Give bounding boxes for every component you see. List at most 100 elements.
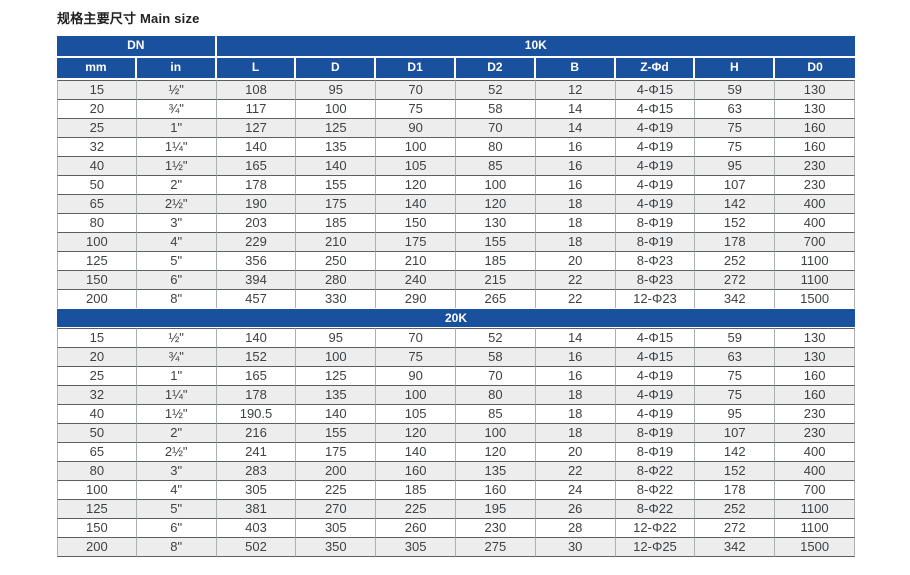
cell: 230 <box>775 423 855 442</box>
table-row: 125 5" 356 250 210 185 20 8-Φ23 252 1100 <box>57 251 855 270</box>
cell: 130 <box>775 328 855 347</box>
cell: 135 <box>296 137 377 156</box>
cell: 155 <box>296 423 377 442</box>
cell: 216 <box>216 423 297 442</box>
cell: 2" <box>136 423 217 442</box>
cell: 70 <box>455 366 536 385</box>
cell: 5" <box>136 251 217 270</box>
table-row: 150 6" 394 280 240 215 22 8-Φ23 272 1100 <box>57 270 855 289</box>
cell: 400 <box>775 213 855 232</box>
cell: 75 <box>695 385 776 404</box>
table-row: 125 5" 381 270 225 195 26 8-Φ22 252 1100 <box>57 499 855 518</box>
cell: 457 <box>216 289 297 308</box>
cell: 140 <box>296 156 377 175</box>
cell: 130 <box>775 80 855 99</box>
cell: 3" <box>136 461 217 480</box>
cell: 28 <box>535 518 616 537</box>
cell: 105 <box>376 404 456 423</box>
cell: 4-Φ19 <box>615 137 696 156</box>
cell: 70 <box>376 80 456 99</box>
cell: 155 <box>455 232 536 251</box>
cell: 80 <box>57 461 137 480</box>
cell: 100 <box>57 232 137 251</box>
cell: 1100 <box>775 270 855 289</box>
column-header-d0: D0 <box>775 58 855 80</box>
table-row: 40 1½" 165 140 105 85 16 4-Φ19 95 230 <box>57 156 855 175</box>
cell: 40 <box>57 156 137 175</box>
cell: 700 <box>775 232 855 251</box>
table-row: 100 4" 305 225 185 160 24 8-Φ22 178 700 <box>57 480 855 499</box>
cell: 280 <box>296 270 377 289</box>
cell: 160 <box>455 480 536 499</box>
cell: 16 <box>535 137 616 156</box>
cell: 225 <box>296 480 377 499</box>
cell: 127 <box>216 118 297 137</box>
table-row: 50 2" 178 155 120 100 16 4-Φ19 107 230 <box>57 175 855 194</box>
cell: 85 <box>455 404 536 423</box>
cell: 20 <box>535 251 616 270</box>
cell: 75 <box>695 118 776 137</box>
cell: 8-Φ19 <box>615 213 696 232</box>
cell: 32 <box>57 385 137 404</box>
cell: 125 <box>296 366 377 385</box>
cell: 18 <box>535 423 616 442</box>
cell: 90 <box>376 366 456 385</box>
cell: 152 <box>695 213 776 232</box>
table-row: 32 1¼" 178 135 100 80 18 4-Φ19 75 160 <box>57 385 855 404</box>
cell: 1½" <box>136 404 217 423</box>
cell: 250 <box>296 251 377 270</box>
cell: 152 <box>216 347 297 366</box>
cell: 1100 <box>775 499 855 518</box>
cell: 4-Φ19 <box>615 366 696 385</box>
cell: 75 <box>376 99 456 118</box>
cell: 22 <box>535 289 616 308</box>
cell: 52 <box>455 80 536 99</box>
cell: 4-Φ19 <box>615 118 696 137</box>
table-row: 65 2½" 190 175 140 120 18 4-Φ19 142 400 <box>57 194 855 213</box>
cell: 8-Φ22 <box>615 499 696 518</box>
cell: 25 <box>57 118 137 137</box>
cell: 75 <box>695 366 776 385</box>
cell: 230 <box>775 175 855 194</box>
cell: 1¼" <box>136 137 217 156</box>
cell: 2½" <box>136 442 217 461</box>
cell: 6" <box>136 518 217 537</box>
cell: 4-Φ15 <box>615 99 696 118</box>
cell: 58 <box>455 99 536 118</box>
column-header-b: B <box>535 58 616 80</box>
cell: 130 <box>775 99 855 118</box>
page: 规格主要尺寸 Main size DN 10K mm in L D D1 D2 … <box>57 11 855 557</box>
cell: 175 <box>296 194 377 213</box>
cell: 135 <box>455 461 536 480</box>
cell: 59 <box>695 328 776 347</box>
cell: 26 <box>535 499 616 518</box>
cell: 275 <box>455 537 536 557</box>
table-row: 200 8" 457 330 290 265 22 12-Φ23 342 1500 <box>57 289 855 308</box>
cell: 4-Φ19 <box>615 404 696 423</box>
cell: 135 <box>296 385 377 404</box>
cell: 6" <box>136 270 217 289</box>
cell: 20 <box>57 99 137 118</box>
cell: 125 <box>57 251 137 270</box>
cell: 100 <box>296 99 377 118</box>
cell: 1500 <box>775 289 855 308</box>
table-row: 150 6" 403 305 260 230 28 12-Φ22 272 1100 <box>57 518 855 537</box>
cell: 120 <box>455 442 536 461</box>
cell: 700 <box>775 480 855 499</box>
cell: 25 <box>57 366 137 385</box>
cell: 160 <box>775 118 855 137</box>
cell: 30 <box>535 537 616 557</box>
cell: ½" <box>136 80 217 99</box>
column-header-l: L <box>216 58 297 80</box>
cell: 15 <box>57 328 137 347</box>
cell: 52 <box>455 328 536 347</box>
cell: 4-Φ15 <box>615 80 696 99</box>
cell: 260 <box>376 518 456 537</box>
cell: 100 <box>296 347 377 366</box>
cell: 105 <box>376 156 456 175</box>
cell: 12-Φ22 <box>615 518 696 537</box>
cell: 394 <box>216 270 297 289</box>
cell: 100 <box>376 385 456 404</box>
cell: 108 <box>216 80 297 99</box>
cell: 65 <box>57 442 137 461</box>
